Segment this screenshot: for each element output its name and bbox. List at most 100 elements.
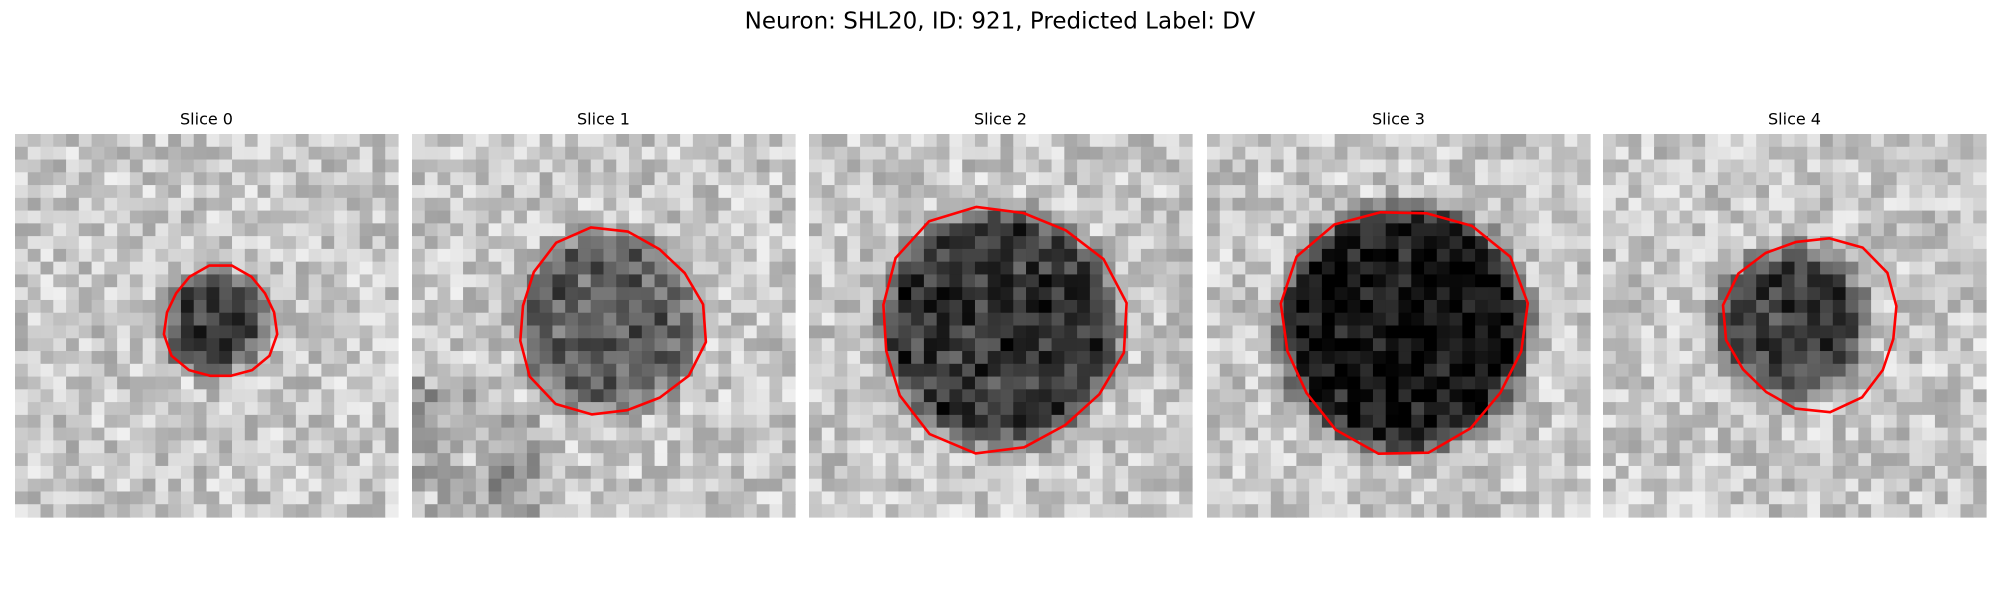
- pixel: [654, 312, 668, 327]
- pixel: [1820, 223, 1834, 237]
- pixel: [1883, 376, 1898, 390]
- pixel: [1641, 376, 1655, 390]
- pixel: [1398, 172, 1412, 186]
- pixel: [1102, 223, 1116, 237]
- pixel: [1372, 261, 1387, 276]
- pixel: [27, 185, 42, 199]
- pixel: [308, 414, 322, 429]
- pixel: [603, 325, 617, 339]
- pixel: [219, 389, 233, 403]
- pixel: [1449, 440, 1463, 454]
- pixel: [834, 351, 848, 365]
- pixel: [782, 312, 796, 327]
- pixel: [680, 402, 694, 416]
- pixel: [1026, 248, 1040, 263]
- pixel: [1654, 376, 1668, 390]
- pixel: [1102, 312, 1116, 327]
- pixel: [1538, 261, 1553, 276]
- pixel: [1166, 414, 1180, 429]
- pixel: [885, 210, 899, 224]
- pixel: [437, 338, 451, 352]
- pixel: [1768, 338, 1783, 352]
- pixel: [1654, 478, 1668, 493]
- pixel: [680, 504, 694, 518]
- pixel: [1564, 338, 1578, 352]
- pixel: [1013, 465, 1027, 480]
- pixel: [257, 197, 271, 212]
- pixel: [654, 146, 668, 161]
- pixel: [654, 197, 668, 212]
- pixel: [1462, 210, 1476, 224]
- pixel: [1756, 478, 1770, 493]
- pixel: [1207, 453, 1221, 467]
- pixel: [1654, 389, 1668, 403]
- pixel: [514, 376, 528, 390]
- pixel: [603, 159, 617, 173]
- pixel: [680, 312, 694, 327]
- pixel: [1947, 504, 1962, 518]
- pixel: [1462, 197, 1476, 212]
- pixel: [78, 491, 93, 505]
- pixel: [898, 312, 912, 327]
- pixel: [654, 236, 668, 250]
- pixel: [1153, 197, 1168, 212]
- pixel: [1245, 453, 1259, 467]
- pixel: [232, 159, 246, 173]
- pixel: [1692, 236, 1706, 250]
- pixel: [1883, 504, 1898, 518]
- pixel: [53, 134, 67, 148]
- pixel: [412, 236, 426, 250]
- pixel: [40, 338, 54, 352]
- pixel: [1089, 351, 1104, 365]
- pixel: [1922, 312, 1936, 327]
- pixel: [308, 351, 322, 365]
- pixel: [1321, 427, 1336, 441]
- pixel: [526, 389, 541, 403]
- pixel: [936, 402, 951, 416]
- pixel: [911, 146, 925, 161]
- pixel: [603, 287, 617, 301]
- pixel: [1603, 299, 1617, 314]
- pixel: [15, 299, 29, 314]
- pixel: [501, 210, 515, 224]
- pixel: [769, 146, 783, 161]
- pixel: [117, 478, 131, 493]
- pixel: [667, 312, 681, 327]
- pixel: [782, 274, 796, 288]
- pixel: [743, 287, 758, 301]
- pixel: [1615, 223, 1630, 237]
- pixel: [475, 287, 490, 301]
- pixel: [1166, 453, 1180, 467]
- pixel: [40, 363, 54, 378]
- pixel: [936, 389, 951, 403]
- pixel: [450, 338, 464, 352]
- pixel: [1960, 440, 1974, 454]
- pixel: [463, 414, 477, 429]
- pixel: [1334, 185, 1349, 199]
- pixel: [860, 453, 874, 467]
- pixel: [1947, 299, 1962, 314]
- pixel: [334, 172, 348, 186]
- pixel: [987, 414, 1002, 429]
- pixel: [1577, 351, 1591, 365]
- pixel: [1922, 134, 1936, 148]
- pixel: [1871, 236, 1885, 250]
- pixel: [1179, 210, 1193, 224]
- pixel: [1360, 414, 1374, 429]
- pixel: [1487, 210, 1502, 224]
- pixel: [334, 491, 348, 505]
- pixel: [565, 453, 579, 467]
- pixel: [463, 338, 477, 352]
- pixel: [117, 465, 131, 480]
- pixel: [1360, 159, 1374, 173]
- pixel: [1051, 159, 1065, 173]
- pixel: [257, 185, 271, 199]
- pixel: [53, 146, 67, 161]
- pixel: [1166, 172, 1180, 186]
- pixel: [1756, 223, 1770, 237]
- pixel: [962, 402, 976, 416]
- pixel: [1436, 185, 1451, 199]
- pixel: [898, 325, 912, 339]
- pixel: [1845, 134, 1859, 148]
